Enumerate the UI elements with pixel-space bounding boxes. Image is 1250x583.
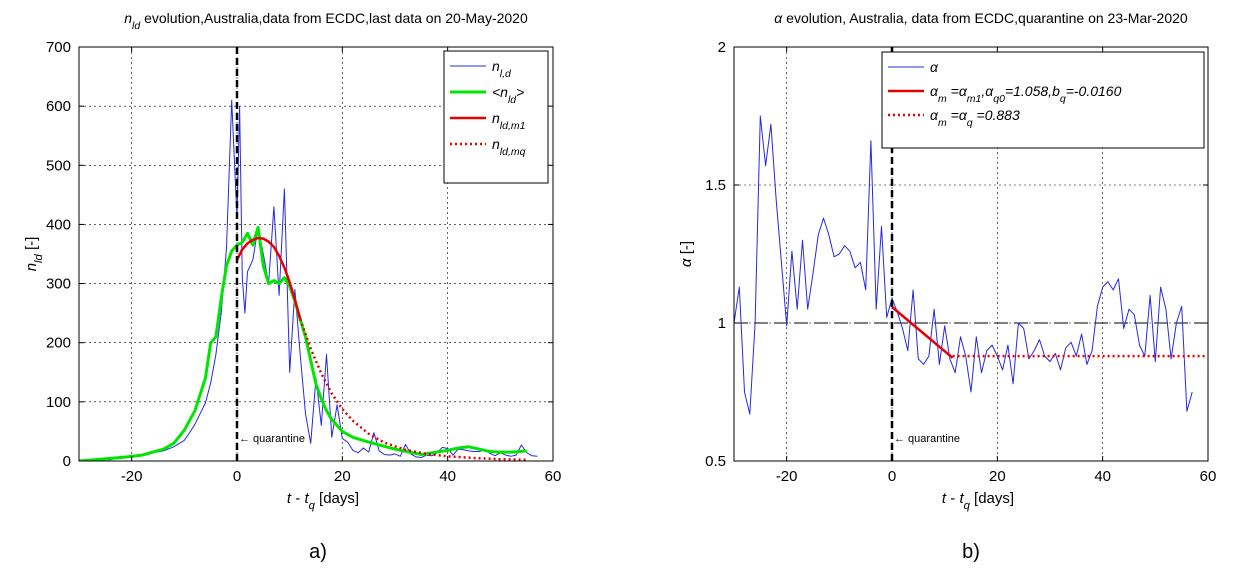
y-axis-label: nld [-]	[23, 237, 45, 272]
chart-title: nld evolution,Australia,data from ECDC,l…	[124, 10, 528, 32]
x-tick-label: 20	[334, 468, 351, 485]
series-line-m1	[235, 236, 302, 320]
x-tick-label: -20	[121, 468, 143, 485]
legend-label-raw: nl,d	[492, 58, 512, 80]
y-tick-label: 700	[46, 39, 71, 56]
axes-frame	[78, 46, 554, 462]
y-tick-label: 2	[718, 39, 726, 56]
legend-label-mq: nld,mq	[492, 136, 526, 158]
series-line-alpha	[734, 115, 1193, 415]
y-tick-label: 1.5	[705, 177, 726, 194]
chart-panel-a: nld evolution,Australia,data from ECDC,l…	[23, 10, 561, 563]
series-line-mq	[299, 318, 527, 461]
y-tick-label: 400	[46, 216, 71, 233]
x-tick-label: 60	[545, 468, 562, 485]
panel-caption: b)	[962, 541, 980, 563]
y-tick-label: 100	[46, 394, 71, 411]
legend-label-m1: nld,m1	[492, 110, 525, 132]
legend-label-alpha: α	[930, 59, 939, 75]
series-line-m1	[891, 306, 954, 359]
legend: nl,d <nld> nld,m1 nld,mq	[443, 50, 549, 184]
y-tick-label: 300	[46, 276, 71, 293]
y-tick-label: 0	[63, 453, 71, 470]
y-tick-label: 200	[46, 335, 71, 352]
x-axis-label: t - tq [days]	[942, 490, 1014, 512]
x-tick-label: 0	[888, 468, 896, 485]
panel-caption: a)	[309, 541, 327, 563]
quarantine-annotation: ← quarantine	[894, 433, 960, 445]
x-tick-label: 20	[989, 468, 1006, 485]
chart-panel-b: α evolution, Australia, data from ECDC,q…	[678, 10, 1216, 563]
legend-box	[881, 51, 1205, 149]
series-line-raw	[79, 99, 538, 461]
quarantine-annotation: ← quarantine	[239, 433, 305, 445]
y-tick-label: 500	[46, 157, 71, 174]
legend-label-mq: αm =αq =0.883	[930, 107, 1020, 129]
legend-label-avg: <nld>	[492, 84, 524, 106]
x-tick-label: 0	[233, 468, 241, 485]
y-tick-label: 600	[46, 98, 71, 115]
axes-frame	[733, 46, 1209, 462]
x-tick-label: 40	[1094, 468, 1111, 485]
x-tick-label: 40	[439, 468, 456, 485]
y-tick-label: 1	[718, 315, 726, 332]
y-tick-label: 0.5	[705, 453, 726, 470]
legend-label-m1: αm =αm1,αq0=1.058,bq=-0.0160	[930, 83, 1122, 105]
x-tick-label: -20	[776, 468, 798, 485]
x-axis-label: t - tq [days]	[287, 490, 359, 512]
y-axis-label: α [-]	[678, 241, 695, 267]
chart-title: α evolution, Australia, data from ECDC,q…	[774, 10, 1188, 26]
series-line-avg	[79, 225, 527, 461]
x-tick-label: 60	[1200, 468, 1217, 485]
